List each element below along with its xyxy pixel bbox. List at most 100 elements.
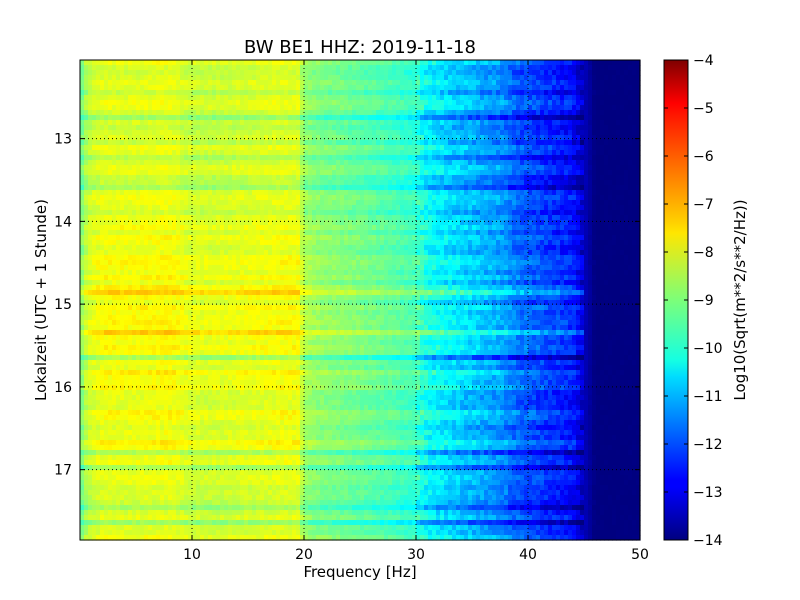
heatmap-cell: [272, 150, 277, 156]
heatmap-cell: [372, 100, 377, 106]
heatmap-cell: [128, 65, 133, 71]
heatmap-cell: [236, 165, 241, 171]
heatmap-cell: [292, 215, 297, 221]
heatmap-cell: [108, 215, 113, 221]
heatmap-cell: [388, 225, 393, 231]
heatmap-cell: [320, 235, 325, 241]
heatmap-cell: [596, 135, 601, 141]
heatmap-cell: [372, 215, 377, 221]
heatmap-cell: [232, 215, 237, 221]
heatmap-cell: [592, 170, 597, 176]
heatmap-cell: [508, 165, 513, 171]
heatmap-cell: [376, 180, 381, 186]
heatmap-cell: [508, 145, 513, 151]
heatmap-cell: [256, 70, 261, 76]
heatmap-cell: [452, 225, 457, 231]
heatmap-cell: [380, 90, 385, 96]
heatmap-cell: [328, 105, 333, 111]
heatmap-cell: [560, 170, 565, 176]
heatmap-cell: [432, 180, 437, 186]
heatmap-cell: [88, 145, 93, 151]
heatmap-cell: [248, 110, 253, 116]
heatmap-cell: [484, 105, 489, 111]
heatmap-cell: [96, 215, 101, 221]
heatmap-cell: [468, 90, 473, 96]
heatmap-cell: [252, 75, 257, 81]
heatmap-cell: [400, 110, 405, 116]
heatmap-cell: [484, 80, 489, 86]
heatmap-cell: [216, 220, 221, 226]
heatmap-cell: [448, 65, 453, 71]
heatmap-cell: [352, 95, 357, 101]
heatmap-cell: [164, 180, 169, 186]
heatmap-cell: [224, 220, 229, 226]
heatmap-cell: [224, 60, 229, 66]
heatmap-cell: [244, 70, 249, 76]
heatmap-cell: [328, 180, 333, 186]
heatmap-cell: [216, 95, 221, 101]
heatmap-cell: [632, 60, 637, 66]
heatmap-cell: [148, 115, 153, 121]
heatmap-cell: [284, 65, 289, 71]
heatmap-cell: [620, 210, 625, 216]
heatmap-cell: [124, 210, 129, 216]
heatmap-cell: [164, 160, 169, 166]
heatmap-cell: [536, 135, 541, 141]
heatmap-cell: [184, 170, 189, 176]
heatmap-cell: [88, 100, 93, 106]
heatmap-cell: [252, 70, 257, 76]
heatmap-cell: [500, 130, 505, 136]
heatmap-cell: [132, 155, 137, 161]
heatmap-cell: [184, 205, 189, 211]
heatmap-cell: [540, 200, 545, 206]
heatmap-cell: [492, 220, 497, 226]
heatmap-cell: [416, 140, 421, 146]
heatmap-cell: [220, 95, 225, 101]
heatmap-cell: [636, 190, 641, 196]
heatmap-cell: [140, 80, 145, 86]
heatmap-cell: [152, 130, 157, 136]
heatmap-cell: [104, 135, 109, 141]
heatmap-cell: [160, 170, 165, 176]
heatmap-cell: [176, 105, 181, 111]
heatmap-cell: [568, 140, 573, 146]
heatmap-cell: [516, 220, 521, 226]
heatmap-cell: [404, 135, 409, 141]
heatmap-cell: [200, 145, 205, 151]
heatmap-cell: [316, 195, 321, 201]
heatmap-cell: [192, 200, 197, 206]
heatmap-cell: [116, 130, 121, 136]
heatmap-cell: [252, 120, 257, 126]
heatmap-cell: [164, 125, 169, 131]
heatmap-cell: [100, 80, 105, 86]
heatmap-cell: [388, 70, 393, 76]
heatmap-cell: [356, 110, 361, 116]
heatmap-cell: [628, 150, 633, 156]
heatmap-cell: [92, 185, 97, 191]
heatmap-cell: [404, 105, 409, 111]
heatmap-cell: [424, 150, 429, 156]
heatmap-cell: [264, 200, 269, 206]
heatmap-cell: [320, 80, 325, 86]
heatmap-cell: [320, 70, 325, 76]
heatmap-cell: [496, 185, 501, 191]
heatmap-cell: [100, 230, 105, 236]
heatmap-cell: [220, 150, 225, 156]
heatmap-cell: [280, 200, 285, 206]
heatmap-cell: [608, 230, 613, 236]
heatmap-cell: [396, 115, 401, 121]
heatmap-cell: [420, 115, 425, 121]
heatmap-cell: [440, 115, 445, 121]
heatmap-cell: [136, 205, 141, 211]
heatmap-cell: [140, 135, 145, 141]
heatmap-cell: [400, 160, 405, 166]
heatmap-cell: [516, 170, 521, 176]
heatmap-cell: [556, 220, 561, 226]
heatmap-cell: [336, 230, 341, 236]
heatmap-cell: [452, 60, 457, 66]
heatmap-cell: [548, 135, 553, 141]
heatmap-cell: [92, 60, 97, 66]
heatmap-cell: [344, 120, 349, 126]
heatmap-cell: [352, 75, 357, 81]
heatmap-cell: [184, 145, 189, 151]
